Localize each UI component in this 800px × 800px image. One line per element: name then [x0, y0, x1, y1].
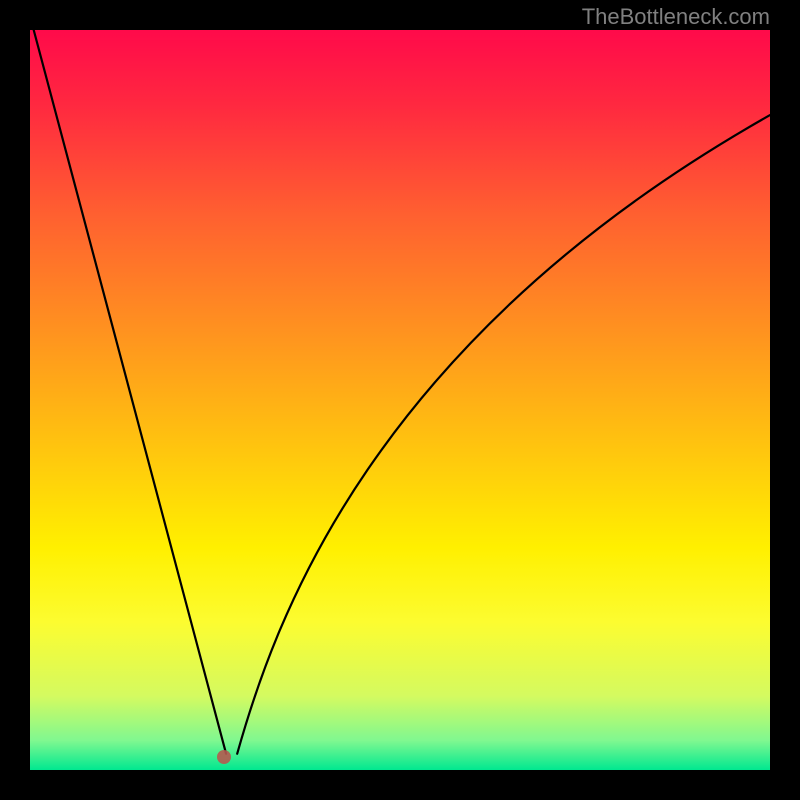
curve-layer: [0, 0, 800, 800]
chart-container: TheBottleneck.com: [0, 0, 800, 800]
bottleneck-curve: [34, 30, 770, 754]
watermark-text: TheBottleneck.com: [582, 4, 770, 30]
